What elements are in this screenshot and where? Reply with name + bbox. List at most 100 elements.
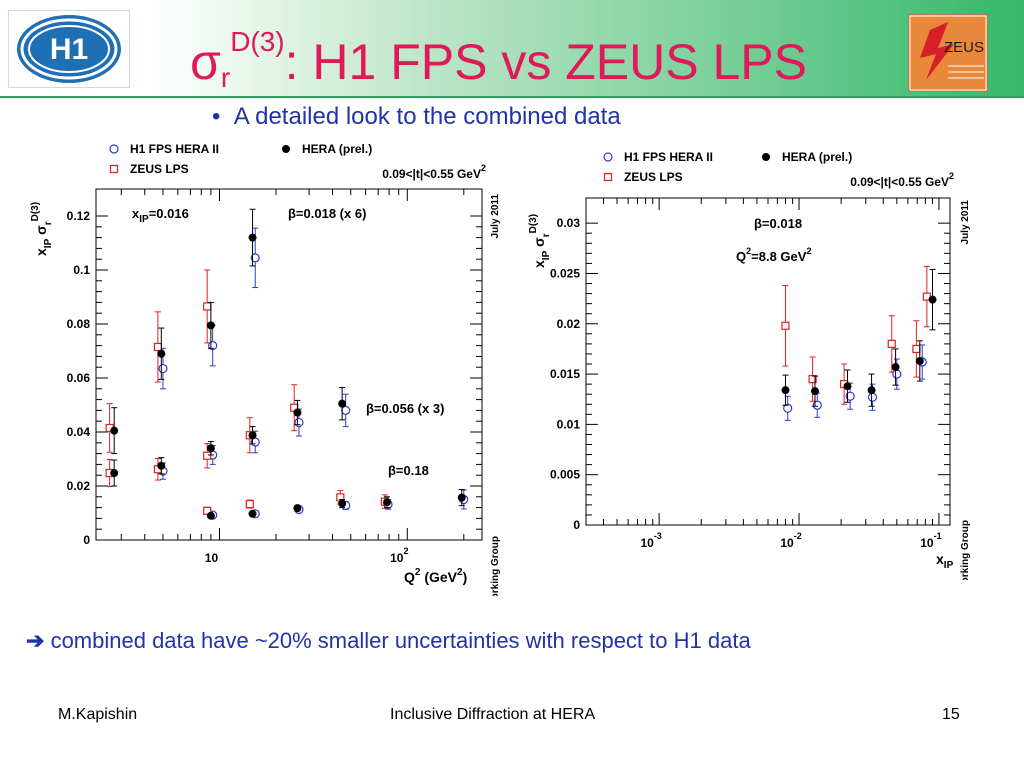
data-point — [203, 302, 212, 311]
data-point — [203, 451, 212, 460]
data-point — [110, 426, 119, 435]
data-point — [206, 511, 215, 520]
h1-logo-text: H1 — [50, 33, 88, 66]
data-point — [887, 339, 896, 348]
footer-center: Inclusive Diffraction at HERA — [390, 706, 596, 723]
zeus-logo: ZEUS — [907, 13, 989, 93]
page-title: σrD(3): H1 FPS vs ZEUS LPS — [190, 26, 808, 93]
legend-label: ZEUS LPS — [130, 162, 189, 176]
y-tick-label: 0.03 — [557, 216, 581, 230]
data-point — [110, 469, 119, 478]
data-point — [845, 391, 855, 401]
x-tick-label: 10-2 — [780, 531, 801, 550]
data-point — [891, 363, 900, 372]
x-tick-label: 10-3 — [640, 531, 661, 550]
y-axis-label: xIP σrD(3) — [30, 202, 54, 256]
legend-marker — [603, 172, 613, 182]
data-point — [783, 403, 793, 413]
data-point — [248, 431, 257, 440]
y-tick-label: 0.12 — [67, 209, 91, 223]
zeus-logo-text: ZEUS — [944, 39, 984, 56]
data-point — [248, 233, 257, 242]
y-axis-label: xIP σrD(3) — [528, 214, 552, 268]
footer-author: M.Kapishin — [58, 706, 138, 723]
legend-marker — [109, 164, 119, 174]
data-point — [383, 498, 392, 507]
legend-marker — [762, 153, 770, 161]
data-point — [250, 253, 260, 263]
annotation-beta-2: β=0.056 (x 3) — [366, 401, 444, 416]
data-point — [781, 386, 790, 395]
data-point — [457, 493, 466, 502]
series-hera-prel- — [110, 208, 466, 520]
annotation-beta-1: β=0.018 (x 6) — [288, 206, 366, 221]
data-point — [245, 499, 254, 509]
data-point — [915, 356, 924, 365]
data-point — [157, 461, 166, 470]
data-point — [341, 405, 351, 415]
data-point — [843, 382, 852, 391]
legend-label: HERA (prel.) — [302, 142, 372, 156]
title-divider — [0, 96, 1024, 98]
data-point — [338, 399, 347, 408]
t-range-label: 0.09<|t|<0.55 GeV2 — [382, 163, 486, 181]
data-point — [206, 321, 215, 330]
data-point — [892, 369, 902, 379]
data-point — [248, 509, 257, 518]
annotation-xip: xIP=0.016 — [132, 206, 189, 225]
y-tick-label: 0.02 — [67, 479, 91, 493]
y-tick-label: 0.025 — [550, 266, 580, 280]
legend-marker — [109, 144, 119, 154]
h1-logo: H1 — [8, 10, 130, 88]
data-point — [153, 342, 163, 352]
series-hera-prel- — [781, 268, 937, 407]
annotation-q2: Q2=8.8 GeV2 — [736, 246, 811, 264]
data-point — [867, 392, 878, 402]
legend-label: ZEUS LPS — [624, 170, 683, 184]
data-point — [158, 363, 168, 374]
x-axis-label: Q2 (GeV2) — [404, 567, 467, 585]
chart-q2: 0 0.02 0.04 0.06 0.08 0.1 0.12 10 102 H1 FPS HERA… — [30, 142, 501, 596]
data-point — [293, 504, 302, 513]
annotation-beta: β=0.018 — [754, 216, 802, 231]
side-label-group: HERA Diffraction Working Group — [490, 536, 501, 596]
data-point — [928, 295, 937, 304]
y-tick-label: 0.005 — [550, 468, 580, 482]
y-tick-label: 0 — [573, 518, 580, 532]
y-tick-label: 0 — [83, 533, 90, 547]
x-axis-label: xIP — [936, 551, 954, 571]
plot-frame — [585, 197, 951, 526]
annotation-beta-3: β=0.18 — [388, 463, 429, 478]
footer-page-number: 15 — [942, 706, 960, 723]
y-tick-label: 0.06 — [67, 371, 91, 385]
data-point — [867, 386, 876, 395]
y-tick-label: 0.1 — [73, 263, 90, 277]
data-point — [157, 349, 166, 358]
y-tick-label: 0.04 — [67, 425, 91, 439]
y-tick-label: 0.02 — [557, 317, 581, 331]
x-tick-label: 10-1 — [920, 531, 941, 550]
data-point — [338, 499, 347, 508]
arrow-right-icon: ➔ — [26, 628, 45, 653]
data-point — [206, 444, 215, 453]
legend-label: H1 FPS HERA II — [624, 150, 713, 164]
legend-marker — [282, 145, 290, 153]
plot-frame — [95, 188, 483, 541]
x-tick-label: 10 — [205, 551, 219, 565]
side-label-date: July 2011 — [490, 194, 501, 239]
legend-label: HERA (prel.) — [782, 150, 852, 164]
legend-marker — [603, 152, 613, 162]
data-point — [781, 321, 790, 330]
side-label-group: HERA Diffraction Working Group — [960, 520, 971, 580]
data-point — [294, 417, 304, 428]
title-bar — [0, 0, 1024, 96]
chart-xip: 0 0.005 0.01 0.015 0.02 0.025 0.03 10-3 10-2 10-1… — [528, 150, 971, 580]
x-tick-label: 102 — [390, 546, 408, 565]
data-point — [293, 408, 302, 417]
y-tick-label: 0.08 — [67, 317, 91, 331]
data-point — [812, 400, 822, 410]
data-point — [912, 344, 921, 354]
y-tick-label: 0.015 — [550, 367, 580, 381]
conclusion-note: ➔ combined data have ~20% smaller uncert… — [26, 628, 751, 653]
series-h1-fps-hera-ii — [783, 344, 927, 421]
